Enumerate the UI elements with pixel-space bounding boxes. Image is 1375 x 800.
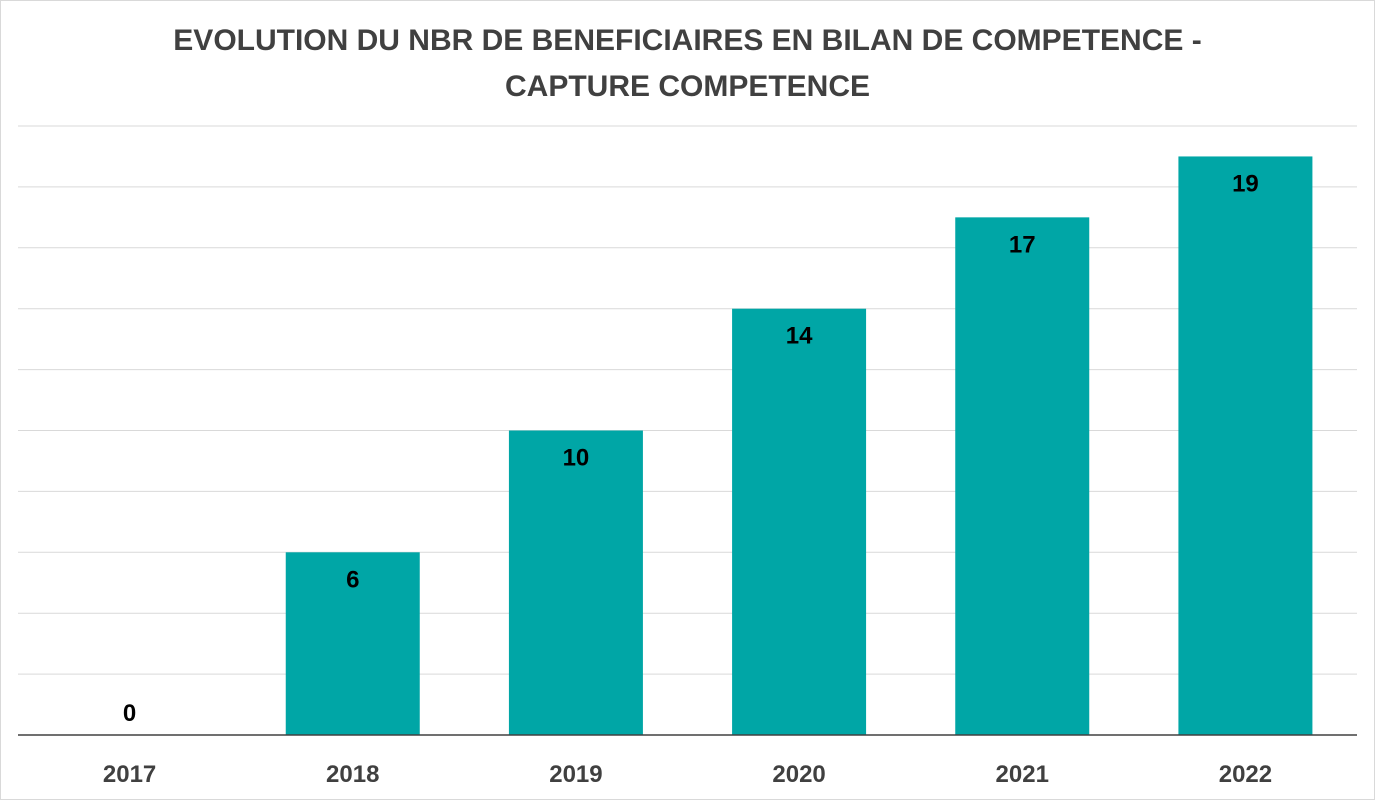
chart-title: EVOLUTION DU NBR DE BENEFICIAIRES EN BIL… xyxy=(0,18,1375,110)
x-tick-2022: 2022 xyxy=(1219,761,1272,788)
bar-2021 xyxy=(955,217,1090,736)
x-tick-2019: 2019 xyxy=(549,761,602,788)
gridlines xyxy=(18,125,1357,675)
data-label-2021: 17 xyxy=(1009,231,1036,258)
x-tick-2018: 2018 xyxy=(326,761,379,788)
bar-2020 xyxy=(732,308,867,735)
data-label-2017: 0 xyxy=(123,700,136,727)
bar-2018 xyxy=(285,552,420,735)
x-tick-2017: 2017 xyxy=(103,761,156,788)
x-tick-2020: 2020 xyxy=(772,761,825,788)
data-label-2018: 6 xyxy=(346,566,359,593)
data-label-2019: 10 xyxy=(563,445,590,472)
x-tick-2021: 2021 xyxy=(996,761,1049,788)
data-label-2020: 14 xyxy=(786,323,813,350)
bar-2019 xyxy=(508,430,643,735)
data-labels: 0 6 10 14 17 19 xyxy=(123,170,1259,727)
bar-2022 xyxy=(1178,156,1313,735)
chart-title-line-2: CAPTURE COMPETENCE xyxy=(504,70,871,103)
chart-title-line-1: EVOLUTION DU NBR DE BENEFICIAIRES EN BIL… xyxy=(173,24,1202,57)
bars xyxy=(285,156,1313,736)
x-axis-tick-labels: 2017 2018 2019 2020 2021 2022 xyxy=(103,761,1272,788)
data-label-2022: 19 xyxy=(1232,170,1259,197)
